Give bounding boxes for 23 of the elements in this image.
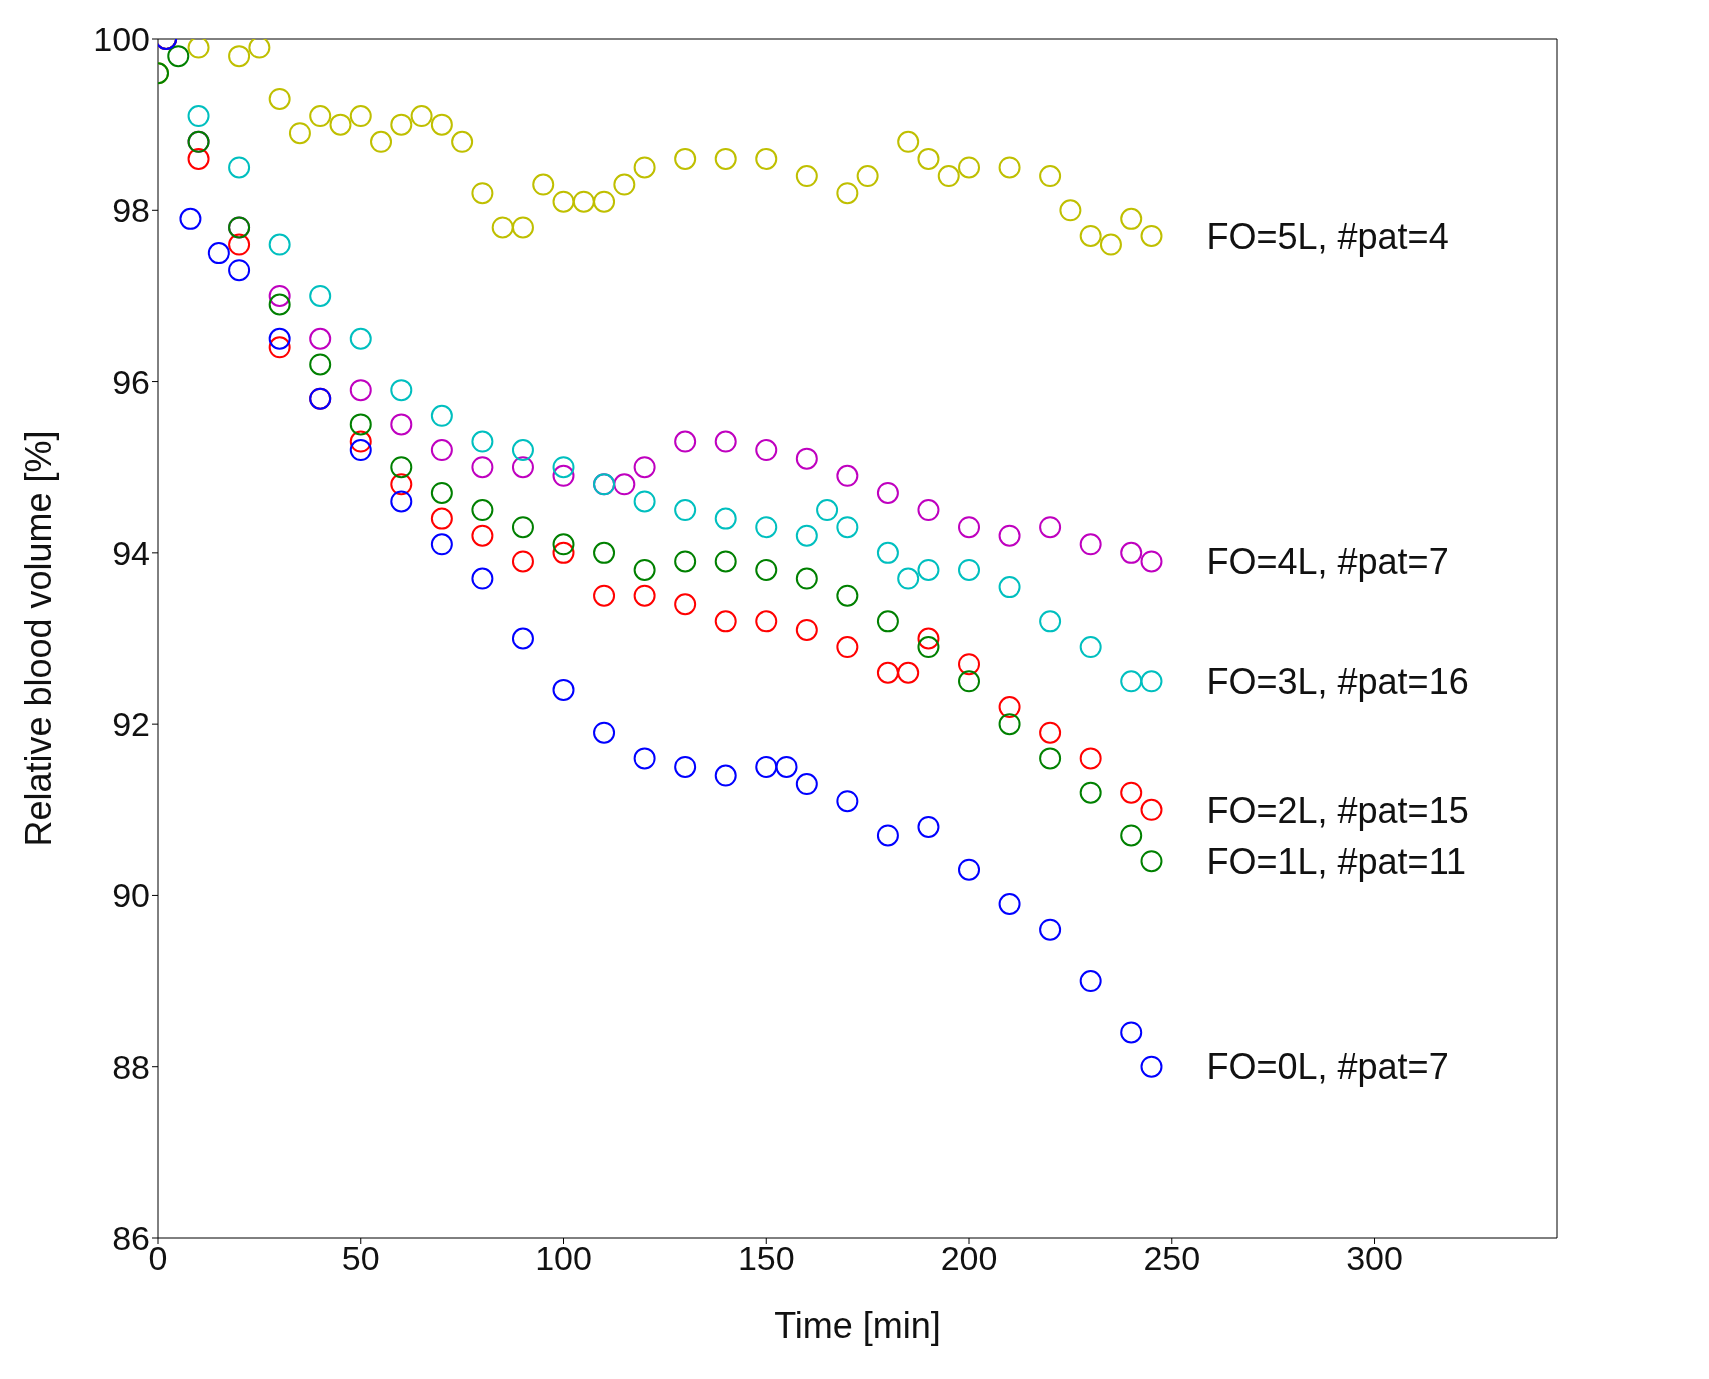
y-tick-label: 92 xyxy=(112,705,150,744)
y-axis-title: Relative blood volume [%] xyxy=(17,430,59,847)
x-axis-title: Time [min] xyxy=(774,1305,941,1346)
y-tick-label: 90 xyxy=(112,876,150,915)
y-tick-label: 94 xyxy=(112,533,150,572)
y-tick-label: 86 xyxy=(112,1219,150,1258)
y-tick-label: 96 xyxy=(112,362,150,401)
y-tick-label: 100 xyxy=(93,20,150,59)
x-tick-label: 100 xyxy=(535,1239,592,1278)
series-label: FO=0L, #pat=7 xyxy=(1206,1046,1449,1088)
y-tick-label: 88 xyxy=(112,1047,150,1086)
x-tick-label: 250 xyxy=(1143,1239,1201,1278)
series-label: FO=3L, #pat=16 xyxy=(1206,661,1469,703)
y-tick-label: 98 xyxy=(112,191,150,230)
x-tick-label: 300 xyxy=(1346,1239,1403,1278)
series-label: FO=1L, #pat=11 xyxy=(1206,840,1467,882)
series-label: FO=2L, #pat=15 xyxy=(1206,789,1469,831)
x-tick-label: 150 xyxy=(737,1239,795,1278)
x-tick-label: 0 xyxy=(148,1239,168,1278)
x-tick-label: 50 xyxy=(341,1239,380,1278)
x-tick-label: 200 xyxy=(940,1239,998,1278)
series-label: FO=5L, #pat=4 xyxy=(1206,215,1449,257)
series-label: FO=4L, #pat=7 xyxy=(1206,541,1449,583)
